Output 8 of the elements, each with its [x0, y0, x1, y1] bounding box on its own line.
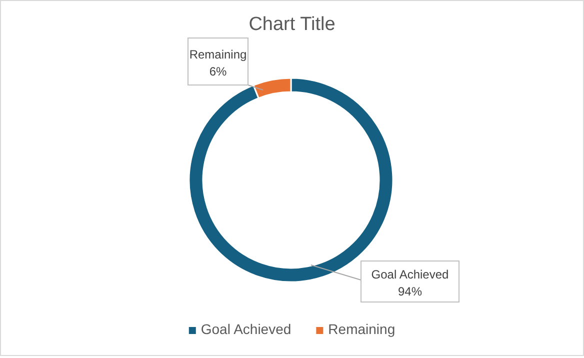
data-label: 94% [398, 284, 422, 298]
legend-label: Remaining [328, 321, 396, 337]
donut-slice [188, 77, 394, 283]
slice-label: Remaining [189, 48, 247, 62]
legend-label: Goal Achieved [200, 321, 292, 337]
slice-label: Goal Achieved [371, 268, 449, 282]
data-label: 6% [209, 64, 227, 78]
chart-title: Chart Title [248, 14, 336, 35]
